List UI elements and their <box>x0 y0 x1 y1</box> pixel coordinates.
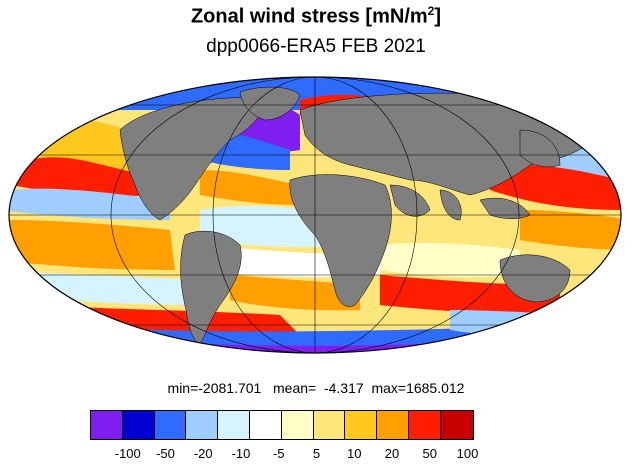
map-subtitle: dpp0066-ERA5 FEB 2021 <box>206 36 426 57</box>
map-outline <box>8 76 622 354</box>
colorbar-tick-label: -10 <box>231 446 251 461</box>
colorbar-swatch <box>154 411 187 439</box>
colorbar-swatch <box>281 411 314 439</box>
colorbar-swatch <box>91 411 123 439</box>
colorbar-tick-label: -100 <box>114 446 141 461</box>
colorbar-tick-label: 20 <box>384 446 400 461</box>
colorbar-swatch <box>218 411 250 439</box>
colorbar <box>90 410 474 440</box>
colorbar-swatch <box>377 411 409 439</box>
map-title: Zonal wind stress [mN/m2] <box>190 4 442 28</box>
colorbar-tick-label: 50 <box>422 446 437 461</box>
colorbar-swatch <box>122 411 155 439</box>
colorbar-tick-label: 100 <box>456 446 479 461</box>
colorbar-swatch <box>440 411 473 439</box>
colorbar-swatch <box>408 411 441 439</box>
colorbar-tick-label: 10 <box>347 446 362 461</box>
colorbar-tick-label: 5 <box>312 446 321 461</box>
colorbar-swatch <box>313 411 346 439</box>
colorbar-swatch <box>186 411 219 439</box>
colorbar-swatch <box>249 411 282 439</box>
world-map <box>8 76 622 354</box>
stats-line: min=-2081.701 mean= -4.317 max=1685.012 <box>167 380 465 396</box>
land <box>119 86 601 346</box>
colorbar-tick-label: -5 <box>272 446 285 461</box>
colorbar-swatch <box>345 411 378 439</box>
graticule <box>9 77 621 353</box>
colorbar-tick-label: -50 <box>156 446 175 461</box>
colorbar-tick-label: -20 <box>193 446 213 461</box>
